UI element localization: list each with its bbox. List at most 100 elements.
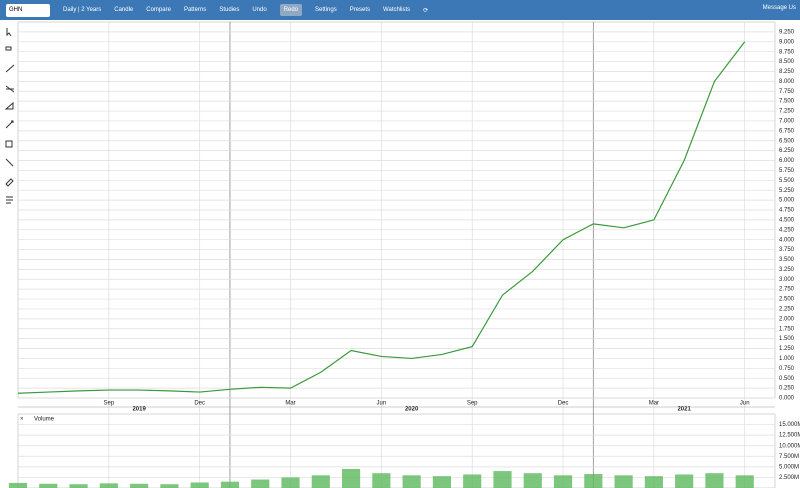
volume-bar [705,473,724,488]
toolbar-item[interactable]: Redo [279,4,303,16]
toolbar-item[interactable]: Undo [252,7,267,13]
y-tick-label: 5.250 [779,188,795,194]
y-tick-label: 0.000 [779,396,795,402]
y-tick-label: 6.750 [779,128,795,134]
x-tick-label: Dec [194,401,205,407]
x-tick-label: Mar [649,401,659,407]
refresh[interactable]: ⟳ [423,7,429,14]
volume-bar [402,475,421,488]
y-tick-label: 3.250 [779,267,795,273]
y-tick-label: 2.500 [779,297,795,303]
y-tick-label: 1.750 [779,326,795,332]
volume-bar [39,483,58,488]
volume-label: Volume [34,417,55,423]
y-tick-label: 5.750 [779,168,795,174]
volume-bar [130,483,149,488]
y-tick-label: 6.000 [779,158,795,164]
y-tick-label: 7.000 [779,119,795,125]
volume-bar [493,471,512,488]
y-tick-label: 7.500 [779,99,795,105]
volume-bar [644,476,663,488]
volume-pane [17,413,776,488]
y-tick-label: 4.250 [779,227,795,233]
volume-bar [341,468,361,488]
x-tick-label: Sep [467,401,478,407]
volume-bar [372,473,391,488]
x-tick-label: Mar [285,401,295,407]
year-label: 2020 [405,407,419,413]
year-label: 2019 [132,407,146,413]
message-button[interactable]: Message Us [762,5,796,11]
y-tick-label: 8.250 [779,69,795,75]
x-tick-label: Dec [558,401,569,407]
y-tick-label: 1.000 [779,356,795,362]
symbol-input[interactable]: GHN [6,3,50,17]
y-tick-label: 4.000 [779,237,795,243]
y-tick-label: 0.500 [779,376,795,382]
y-tick-label: 0.750 [779,366,795,372]
y-tick-label: 8.500 [779,59,795,65]
y-tick-label: 6.500 [779,138,795,144]
drawing-tools[interactable] [4,28,15,204]
y-tick-label: 8.750 [779,49,795,55]
toolbar-item[interactable]: Studies [219,7,240,13]
y-tick-label: 4.750 [779,208,795,214]
toolbar-item[interactable]: Presets [349,7,371,13]
y-tick-label: 2.000 [779,316,795,322]
year-label: 2021 [677,407,691,413]
price-line [17,41,746,394]
volume-bar [190,482,209,488]
volume-bar [614,475,633,488]
y-tick-label: 6.250 [779,148,795,154]
y-tick-label: 0.250 [779,386,795,392]
y-tick-label: 5.000M [779,464,799,470]
y-tick-label: 7.750 [779,89,795,95]
toolbar: GHN Daily | 2 Years Candle Compare Patte… [0,0,800,20]
y-tick-label: 3.000 [779,277,795,283]
y-tick-label: 12.500M [779,433,800,439]
y-tick-label: 3.750 [779,247,795,253]
toolbar-item[interactable]: Patterns [183,7,207,13]
y-tick-label: 7.500M [779,454,799,460]
x-tick-label: Sep [103,401,114,407]
toolbar-item[interactable]: Candle [114,7,134,13]
volume-bar [281,477,300,488]
y-tick-label: 1.250 [779,346,795,352]
volume-bar [463,474,482,488]
volume-bar [523,473,542,488]
volume-bar [8,482,28,488]
x-tick-label: Jun [377,401,387,407]
toolbar-item[interactable]: Compare [146,7,171,13]
y-tick-label: 8.000 [779,79,795,85]
y-tick-label: 2.500M [779,475,799,481]
toolbar-item[interactable]: Watchlists [383,7,411,13]
volume-bar [432,476,452,488]
y-tick-label: 1.500 [779,336,795,342]
volume-bar [311,475,330,488]
volume-bar [99,483,118,488]
y-tick-label: 10.000M [779,443,800,449]
y-tick-label: 7.250 [779,109,795,115]
volume-bar [675,474,694,488]
y-tick-label: 5.000 [779,198,795,204]
volume-close[interactable]: × [20,417,24,423]
x-tick-label: Jun [740,401,750,407]
y-tick-label: 4.500 [779,217,795,223]
y-tick-label: 2.750 [779,287,795,293]
volume-bar [160,484,179,488]
volume-bar [553,475,573,488]
y-tick-label: 3.500 [779,257,795,263]
toolbar-item[interactable]: Daily | 2 Years [63,7,102,13]
y-tick-label: 2.250 [779,307,795,313]
y-tick-label: 9.250 [779,29,795,35]
y-tick-label: 5.500 [779,178,795,184]
volume-bar [69,484,88,488]
y-tick-label: 9.000 [779,39,795,45]
volume-bar [735,475,754,488]
volume-bar [251,479,270,488]
y-tick-label: 15.000M [779,422,800,428]
volume-bar [220,481,240,488]
toolbar-item[interactable]: Settings [315,7,337,13]
